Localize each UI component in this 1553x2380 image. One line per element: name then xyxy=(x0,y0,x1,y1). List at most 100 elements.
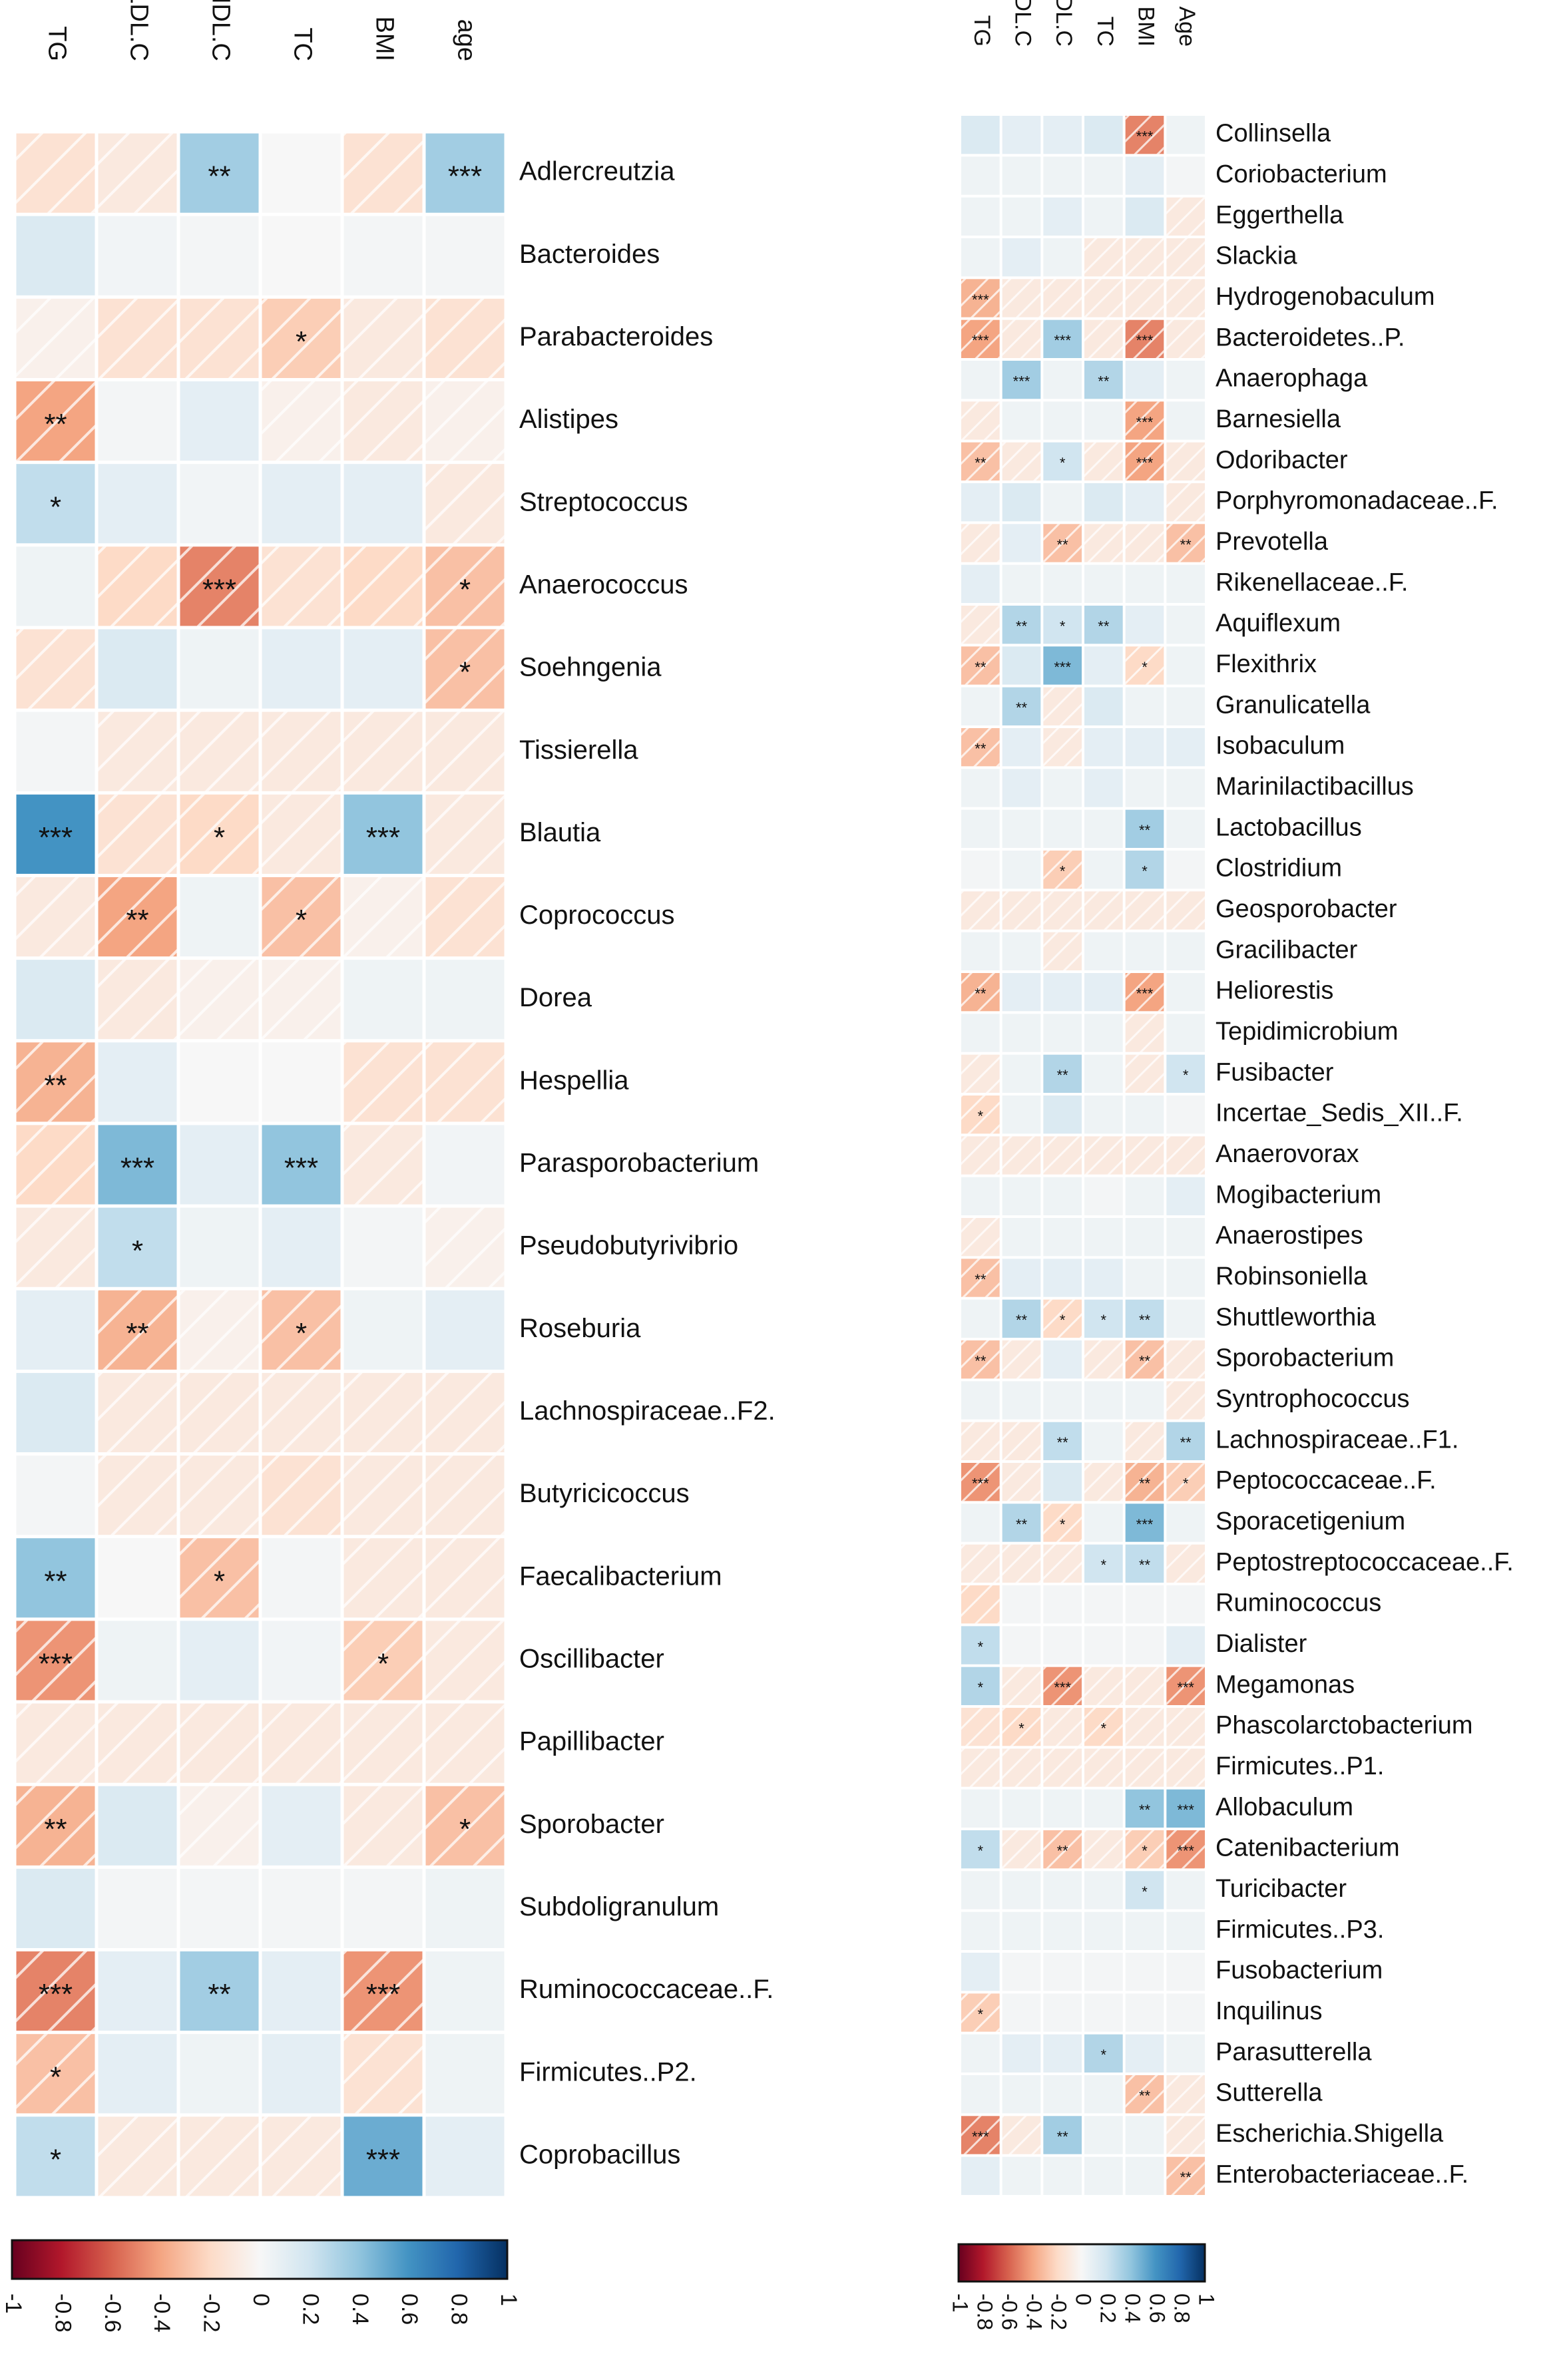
heatmap-cell xyxy=(1166,809,1205,848)
negative-hatch xyxy=(1125,442,1164,481)
significance-stars: ** xyxy=(1016,1516,1028,1533)
row-label: Firmicutes..P2. xyxy=(519,2057,697,2086)
row-label: Megamonas xyxy=(1216,1671,1355,1698)
heatmap-cell xyxy=(1084,1789,1123,1828)
heatmap-cell xyxy=(1002,1054,1041,1093)
heatmap-cell xyxy=(1043,2156,1082,2195)
negative-hatch xyxy=(1166,319,1205,358)
negative-hatch xyxy=(1002,2116,1041,2154)
heatmap-cell xyxy=(1125,2116,1164,2154)
significance-stars: * xyxy=(1142,1884,1148,1900)
significance-stars: * xyxy=(459,574,471,606)
heatmap-cell xyxy=(1084,116,1123,154)
negative-hatch xyxy=(262,2116,341,2196)
row-label: Rikenellaceae..F. xyxy=(1216,568,1408,596)
row-label: Soehngenia xyxy=(519,653,662,682)
negative-hatch xyxy=(180,2116,259,2196)
heatmap-cell xyxy=(1166,1911,1205,1950)
negative-hatch xyxy=(262,1372,341,1453)
heatmap-cell xyxy=(1043,769,1082,807)
heatmap-cell xyxy=(1125,809,1164,848)
heatmap-cell xyxy=(1043,1463,1082,1501)
heatmap-cell xyxy=(961,1626,1000,1665)
negative-hatch xyxy=(98,298,177,378)
significance-stars: *** xyxy=(202,574,236,606)
heatmap-cell xyxy=(1002,524,1041,562)
negative-hatch xyxy=(1166,238,1205,277)
negative-hatch xyxy=(961,524,1000,562)
significance-stars: ** xyxy=(975,1271,987,1288)
significance-stars: ** xyxy=(1098,373,1110,389)
column-label: BMI xyxy=(1134,7,1159,47)
negative-hatch xyxy=(1125,238,1164,277)
negative-hatch xyxy=(1125,1463,1164,1501)
heatmap-cell xyxy=(1166,156,1205,195)
significance-stars: ** xyxy=(1016,1312,1028,1328)
heatmap-cell xyxy=(1084,973,1123,1012)
heatmap-cell xyxy=(262,2034,341,2114)
negative-hatch xyxy=(16,2034,95,2114)
significance-stars: *** xyxy=(972,292,989,308)
negative-hatch xyxy=(1166,1544,1205,1583)
significance-stars: * xyxy=(1060,455,1066,471)
significance-stars: * xyxy=(978,1639,984,1655)
negative-hatch xyxy=(961,1422,1000,1460)
negative-hatch xyxy=(180,1372,259,1453)
row-label: Ruminococcus xyxy=(1216,1589,1381,1617)
heatmap-cell xyxy=(961,1667,1000,1705)
heatmap-cell xyxy=(1166,1014,1205,1052)
negative-hatch xyxy=(961,1544,1000,1583)
negative-hatch xyxy=(425,381,505,461)
heatmap-cell xyxy=(1166,361,1205,399)
heatmap-cell xyxy=(1084,769,1123,807)
heatmap-cell xyxy=(1166,1789,1205,1828)
significance-stars: ** xyxy=(1057,1842,1069,1859)
negative-hatch xyxy=(1002,1136,1041,1175)
heatmap-cell xyxy=(16,1538,95,1618)
negative-hatch xyxy=(961,1993,1000,2032)
heatmap-cell xyxy=(98,1786,177,1866)
heatmap-cell xyxy=(1002,2034,1041,2073)
heatmap-cell xyxy=(180,1125,259,1205)
negative-hatch xyxy=(1166,1748,1205,1787)
heatmap-cell xyxy=(1043,1585,1082,1624)
negative-hatch xyxy=(961,891,1000,930)
heatmap-cell xyxy=(1043,1014,1082,1052)
negative-hatch xyxy=(1043,1503,1082,1542)
colorbar-tick-label: 1 xyxy=(1195,2293,1219,2305)
heatmap-cell xyxy=(1002,1789,1041,1828)
heatmap-cell xyxy=(1166,1993,1205,2032)
negative-hatch xyxy=(180,960,259,1040)
column-label: HDL.C xyxy=(206,0,234,61)
heatmap-cell xyxy=(1125,1544,1164,1583)
heatmap-cell xyxy=(425,2116,505,2196)
negative-hatch xyxy=(961,1259,1000,1297)
row-label: Dialister xyxy=(1216,1630,1307,1658)
heatmap-cell xyxy=(98,1951,177,2031)
negative-hatch xyxy=(1125,1830,1164,1869)
negative-hatch xyxy=(16,1207,95,1287)
significance-stars: ** xyxy=(1139,1352,1151,1369)
negative-hatch xyxy=(262,381,341,461)
negative-hatch xyxy=(425,877,505,957)
negative-hatch xyxy=(1043,1544,1082,1583)
negative-hatch xyxy=(425,546,505,626)
heatmap-cell xyxy=(1084,1299,1123,1338)
row-label: Streptococcus xyxy=(519,487,688,516)
negative-hatch xyxy=(98,2116,177,2196)
colorbar-tick-label: -0.2 xyxy=(1047,2293,1071,2330)
heatmap-cell xyxy=(1043,1789,1082,1828)
negative-hatch xyxy=(1002,1544,1041,1583)
heatmap-cell xyxy=(1084,1953,1123,1991)
row-label: Sporacetigenium xyxy=(1216,1507,1405,1535)
heatmap-cell xyxy=(262,1042,341,1122)
heatmap-cell xyxy=(262,464,341,544)
heatmap-cell xyxy=(1002,646,1041,685)
heatmap-cell xyxy=(1043,1626,1082,1665)
negative-hatch xyxy=(1002,1748,1041,1787)
significance-stars: *** xyxy=(972,332,989,349)
negative-hatch xyxy=(1125,646,1164,685)
significance-stars: * xyxy=(296,1317,307,1350)
row-label: Coriobacterium xyxy=(1216,160,1387,188)
heatmap-cell xyxy=(425,2034,505,2114)
